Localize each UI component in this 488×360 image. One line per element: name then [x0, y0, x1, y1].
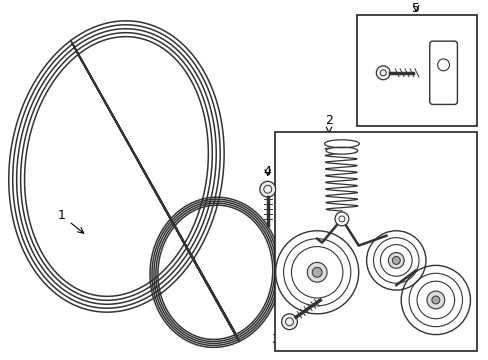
Circle shape [391, 256, 399, 264]
Circle shape [312, 267, 322, 277]
Text: 3: 3 [270, 329, 283, 346]
Circle shape [387, 252, 404, 268]
FancyBboxPatch shape [429, 41, 456, 104]
Ellipse shape [324, 140, 359, 148]
Text: 5: 5 [411, 2, 419, 15]
Circle shape [281, 314, 297, 330]
Text: 4: 4 [263, 165, 271, 178]
Circle shape [426, 291, 444, 309]
Bar [356, 15, 476, 126]
Text: 2: 2 [325, 113, 332, 133]
Circle shape [259, 181, 275, 197]
Text: 1: 1 [58, 210, 83, 233]
Circle shape [306, 262, 326, 282]
Circle shape [376, 66, 389, 80]
Text: 6: 6 [357, 59, 371, 72]
Circle shape [431, 296, 439, 304]
Bar [274, 132, 476, 351]
Ellipse shape [325, 147, 357, 154]
Circle shape [334, 212, 348, 226]
